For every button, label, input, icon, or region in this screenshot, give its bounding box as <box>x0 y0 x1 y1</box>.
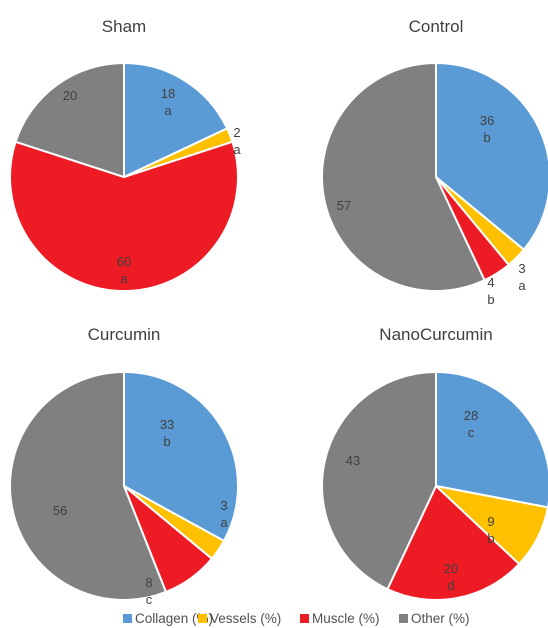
pie-nanocurcumin: NanoCurcumin 28 c 9 b 20 d 43 <box>321 325 548 601</box>
pie-curcumin: Curcumin 33 b 3 a 8 c 56 <box>9 325 239 607</box>
significance-letter-control-vessels: a <box>518 278 526 293</box>
data-label-nanocurcumin-muscle: 20 <box>444 561 458 576</box>
legend-swatch-muscle <box>300 614 309 623</box>
pie-slice-sham-muscle <box>9 140 239 292</box>
pie-slice-nanocurcumin-muscle <box>386 484 521 601</box>
data-label-curcumin-other: 56 <box>53 503 67 518</box>
pie-slice-control-collagen <box>435 61 548 252</box>
significance-letter-control-collagen: b <box>483 130 490 145</box>
data-label-sham-collagen: 18 <box>161 86 175 101</box>
data-label-control-collagen: 36 <box>480 113 494 128</box>
legend-item-muscle: Muscle (%) <box>300 611 380 626</box>
legend-label-muscle: Muscle (%) <box>312 611 380 626</box>
significance-letter-curcumin-vessels: a <box>220 515 228 530</box>
data-label-control-muscle: 4 <box>487 275 494 290</box>
data-label-nanocurcumin-vessels: 9 <box>487 514 494 529</box>
data-label-curcumin-muscle: 8 <box>145 575 152 590</box>
significance-letter-nanocurcumin-collagen: c <box>468 425 475 440</box>
pie-title-nanocurcumin: NanoCurcumin <box>379 325 492 344</box>
data-label-nanocurcumin-other: 43 <box>346 453 360 468</box>
significance-letter-curcumin-muscle: c <box>146 592 153 607</box>
data-label-control-other: 57 <box>337 198 351 213</box>
legend-label-vessels: Vessels (%) <box>210 611 281 626</box>
pie-slice-curcumin-other <box>9 370 168 601</box>
data-label-sham-vessels: 2 <box>233 125 240 140</box>
data-label-nanocurcumin-collagen: 28 <box>464 408 478 423</box>
pie-title-curcumin: Curcumin <box>88 325 161 344</box>
legend-swatch-collagen <box>123 614 132 623</box>
legend-label-other: Other (%) <box>411 611 470 626</box>
significance-letter-sham-collagen: a <box>164 103 172 118</box>
significance-letter-curcumin-collagen: b <box>163 434 170 449</box>
significance-letter-sham-muscle: a <box>120 271 128 286</box>
legend-swatch-other <box>399 614 408 623</box>
pie-sham: Sham 18 a 2 a 60 a 20 <box>9 17 241 292</box>
data-label-curcumin-collagen: 33 <box>160 417 174 432</box>
pie-slice-sham-other <box>14 61 125 179</box>
pie-slice-nanocurcumin-other <box>321 370 437 591</box>
pie-slice-sham-collagen <box>123 61 229 179</box>
pie-title-control: Control <box>409 17 464 36</box>
pie-slice-control-other <box>321 61 486 292</box>
significance-letter-nanocurcumin-vessels: b <box>487 531 494 546</box>
data-label-curcumin-vessels: 3 <box>220 498 227 513</box>
significance-letter-nanocurcumin-muscle: d <box>447 578 454 593</box>
legend: Collagen (%) Vessels (%) Muscle (%) Othe… <box>123 611 470 626</box>
pie-title-sham: Sham <box>102 17 146 36</box>
significance-letter-control-muscle: b <box>487 292 494 307</box>
legend-item-other: Other (%) <box>399 611 470 626</box>
data-label-sham-other: 20 <box>63 88 77 103</box>
significance-letter-sham-vessels: a <box>233 142 241 157</box>
pie-control: Control 36 b 3 a 4 b 57 <box>321 17 548 307</box>
pie-slice-nanocurcumin-collagen <box>435 370 548 509</box>
data-label-control-vessels: 3 <box>518 261 525 276</box>
data-label-sham-muscle: 60 <box>117 254 131 269</box>
pie-slice-curcumin-collagen <box>123 370 239 543</box>
legend-label-collagen: Collagen (%) <box>135 611 213 626</box>
legend-item-vessels: Vessels (%) <box>198 611 281 626</box>
legend-swatch-vessels <box>198 614 207 623</box>
legend-item-collagen: Collagen (%) <box>123 611 213 626</box>
